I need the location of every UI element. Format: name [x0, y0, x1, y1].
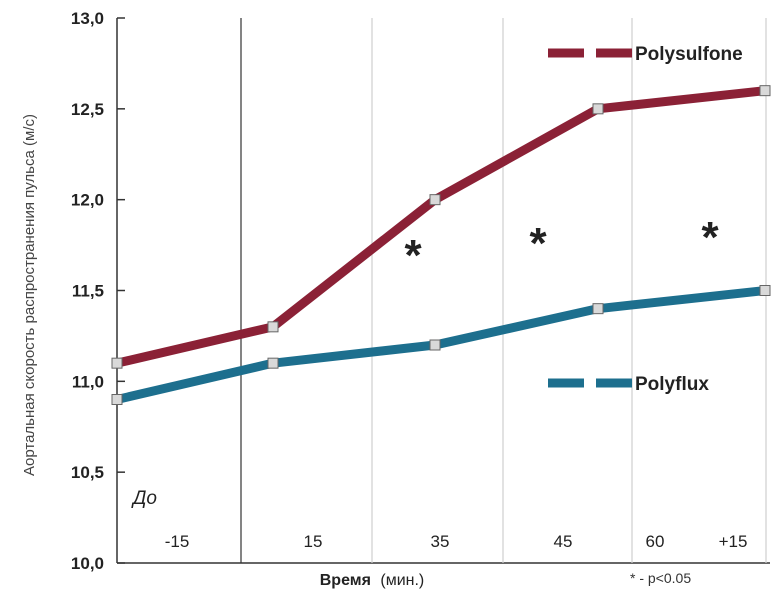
y-tick-label: 13,0: [71, 9, 104, 28]
data-point-polyflux: [267, 357, 279, 369]
y-tick-label: 10,5: [71, 463, 104, 482]
x-axis-title-main: Время: [320, 572, 371, 589]
legend-polysulfone-label: Polysulfone: [635, 44, 743, 65]
significance-star-35: *: [404, 231, 422, 280]
data-point-polysulfone: [759, 85, 771, 97]
y-tick-label: 11,0: [72, 372, 104, 391]
x-tick-label: -15: [165, 532, 190, 551]
x-tick-label: 45: [554, 532, 573, 551]
significance-star-60: *: [701, 213, 719, 262]
series-line-polysulfone: [115, 86, 766, 368]
x-tick-label: 15: [304, 532, 323, 551]
data-point-polysulfone: [592, 103, 604, 115]
x-tick-label: +15: [719, 532, 748, 551]
x-axis-title-unit: (мин.): [380, 572, 424, 589]
data-point-polyflux: [429, 339, 441, 351]
y-tick-label: 10,0: [71, 554, 104, 573]
y-tick-labels: 10,0 10,5 11,0 11,5 12,0 12,5 13,0: [71, 9, 125, 573]
significance-star-45: *: [529, 219, 547, 268]
x-axis-title: Время (мин.): [320, 572, 425, 589]
y-tick-label: 11,5: [72, 282, 104, 301]
legend-polyflux: Polyflux: [548, 374, 709, 395]
y-tick-label: 12,5: [71, 100, 104, 119]
significance-note: * - p<0.05: [630, 570, 691, 586]
x-tick-label: 35: [431, 532, 450, 551]
data-point-polysulfone: [111, 357, 123, 369]
series-group: [111, 85, 771, 405]
x-tick-labels: -15 15 35 45 60 +15: [165, 532, 748, 551]
data-point-polyflux: [592, 303, 604, 315]
y-tick-label: 12,0: [71, 191, 104, 210]
y-axis-title: Аортальная скорость распространения пуль…: [21, 114, 38, 476]
before-label: До: [131, 488, 157, 509]
legend-polysulfone: Polysulfone: [548, 44, 743, 65]
data-point-polysulfone: [429, 194, 441, 206]
x-tick-label: 60: [646, 532, 665, 551]
data-point-polyflux: [759, 285, 771, 296]
data-point-polyflux: [111, 394, 123, 405]
data-point-polysulfone: [267, 321, 279, 333]
legend-polyflux-label: Polyflux: [635, 374, 709, 395]
